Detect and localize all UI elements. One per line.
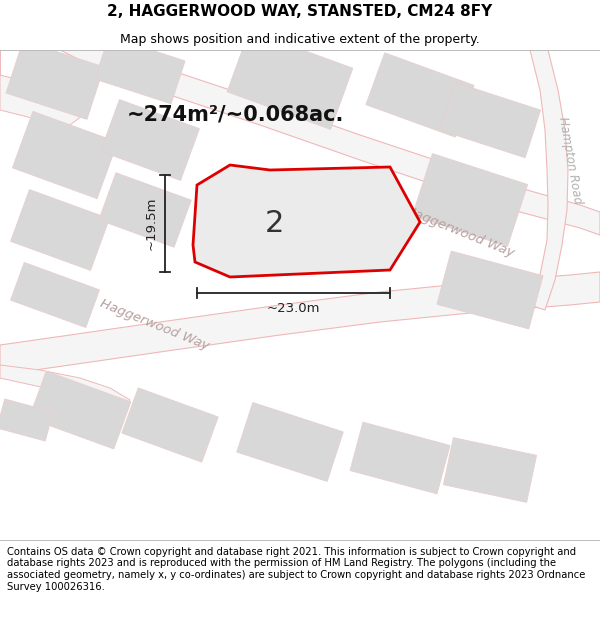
Polygon shape bbox=[350, 422, 450, 494]
Polygon shape bbox=[0, 50, 90, 125]
Polygon shape bbox=[0, 272, 600, 375]
Polygon shape bbox=[437, 251, 543, 329]
Text: Map shows position and indicative extent of the property.: Map shows position and indicative extent… bbox=[120, 32, 480, 46]
Text: 2, HAGGERWOOD WAY, STANSTED, CM24 8FY: 2, HAGGERWOOD WAY, STANSTED, CM24 8FY bbox=[107, 4, 493, 19]
Text: ~23.0m: ~23.0m bbox=[267, 302, 320, 316]
Polygon shape bbox=[412, 154, 527, 246]
Text: Hampton Road: Hampton Road bbox=[556, 116, 584, 204]
Polygon shape bbox=[366, 53, 474, 137]
Text: ~274m²/~0.068ac.: ~274m²/~0.068ac. bbox=[127, 105, 344, 125]
Polygon shape bbox=[439, 82, 541, 158]
Polygon shape bbox=[530, 50, 568, 310]
Polygon shape bbox=[227, 31, 353, 129]
Polygon shape bbox=[443, 438, 536, 503]
Polygon shape bbox=[11, 262, 100, 328]
Polygon shape bbox=[13, 111, 118, 199]
Polygon shape bbox=[95, 36, 185, 104]
Polygon shape bbox=[101, 99, 199, 181]
Polygon shape bbox=[193, 165, 420, 277]
Polygon shape bbox=[29, 371, 131, 449]
Text: Haggerwood Way: Haggerwood Way bbox=[403, 204, 517, 260]
Polygon shape bbox=[237, 402, 343, 481]
Text: Haggerwood Way: Haggerwood Way bbox=[98, 297, 212, 353]
Polygon shape bbox=[0, 365, 130, 412]
Polygon shape bbox=[122, 388, 218, 462]
Polygon shape bbox=[0, 399, 53, 441]
Polygon shape bbox=[6, 41, 104, 119]
Text: ~19.5m: ~19.5m bbox=[145, 197, 157, 250]
Polygon shape bbox=[11, 189, 109, 271]
Polygon shape bbox=[99, 173, 191, 247]
Text: 2: 2 bbox=[265, 209, 284, 238]
Text: Contains OS data © Crown copyright and database right 2021. This information is : Contains OS data © Crown copyright and d… bbox=[7, 547, 586, 592]
Polygon shape bbox=[60, 50, 600, 235]
